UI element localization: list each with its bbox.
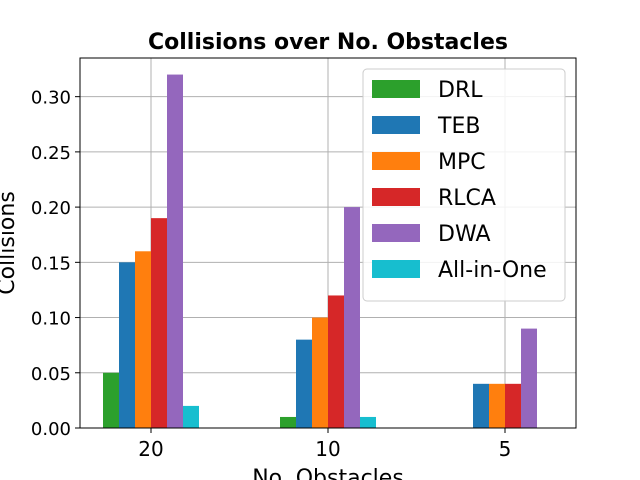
x-tick-label: 5 xyxy=(499,437,512,461)
bar-drl xyxy=(280,416,296,428)
legend-label: RLCA xyxy=(438,186,496,211)
y-tick-label: 0.25 xyxy=(31,143,71,164)
legend-swatch xyxy=(372,260,420,278)
y-tick-label: 0.15 xyxy=(31,253,71,274)
y-axis-label: Collisions xyxy=(0,191,20,295)
legend-label: DWA xyxy=(438,222,491,247)
bar-rlca xyxy=(328,295,344,428)
x-tick-label: 20 xyxy=(138,437,163,461)
bars xyxy=(103,74,537,428)
x-axis-label: No. Obstacles xyxy=(252,466,404,480)
bar-dwa xyxy=(167,74,183,428)
legend-swatch xyxy=(372,224,420,242)
bar-mpc xyxy=(489,383,505,428)
bar-rlca xyxy=(505,383,521,428)
bar-all-in-one xyxy=(183,405,199,428)
bar-teb xyxy=(296,339,312,428)
bar-mpc xyxy=(135,251,151,428)
bar-dwa xyxy=(344,207,360,428)
legend-swatch xyxy=(372,116,420,134)
legend-swatch xyxy=(372,80,420,98)
chart-title: Collisions over No. Obstacles xyxy=(148,30,508,55)
bar-dwa xyxy=(521,328,537,428)
bar-teb xyxy=(119,262,135,428)
bar-mpc xyxy=(312,317,328,428)
legend-label: DRL xyxy=(438,78,483,103)
legend-swatch xyxy=(372,152,420,170)
y-tick-label: 0.20 xyxy=(31,198,71,219)
bar-teb xyxy=(473,383,489,428)
y-tick-label: 0.00 xyxy=(31,419,71,440)
legend-swatch xyxy=(372,188,420,206)
axes: 0.00 0.05 0.10 0.15 0.20 0.25 0.30 20 10 5 xyxy=(31,88,511,461)
bar-all-in-one xyxy=(360,416,376,428)
y-tick-label: 0.05 xyxy=(31,364,71,385)
bar-drl xyxy=(103,372,119,428)
y-tick-label: 0.10 xyxy=(31,309,71,330)
y-tick-label: 0.30 xyxy=(31,88,71,109)
x-tick-label: 10 xyxy=(315,437,340,461)
legend: DRL TEB MPC RLCA DWA All-in-One xyxy=(362,68,566,302)
legend-label: TEB xyxy=(437,114,480,139)
legend-label: MPC xyxy=(438,150,486,175)
legend-label: All-in-One xyxy=(438,258,547,283)
bar-rlca xyxy=(151,218,167,428)
